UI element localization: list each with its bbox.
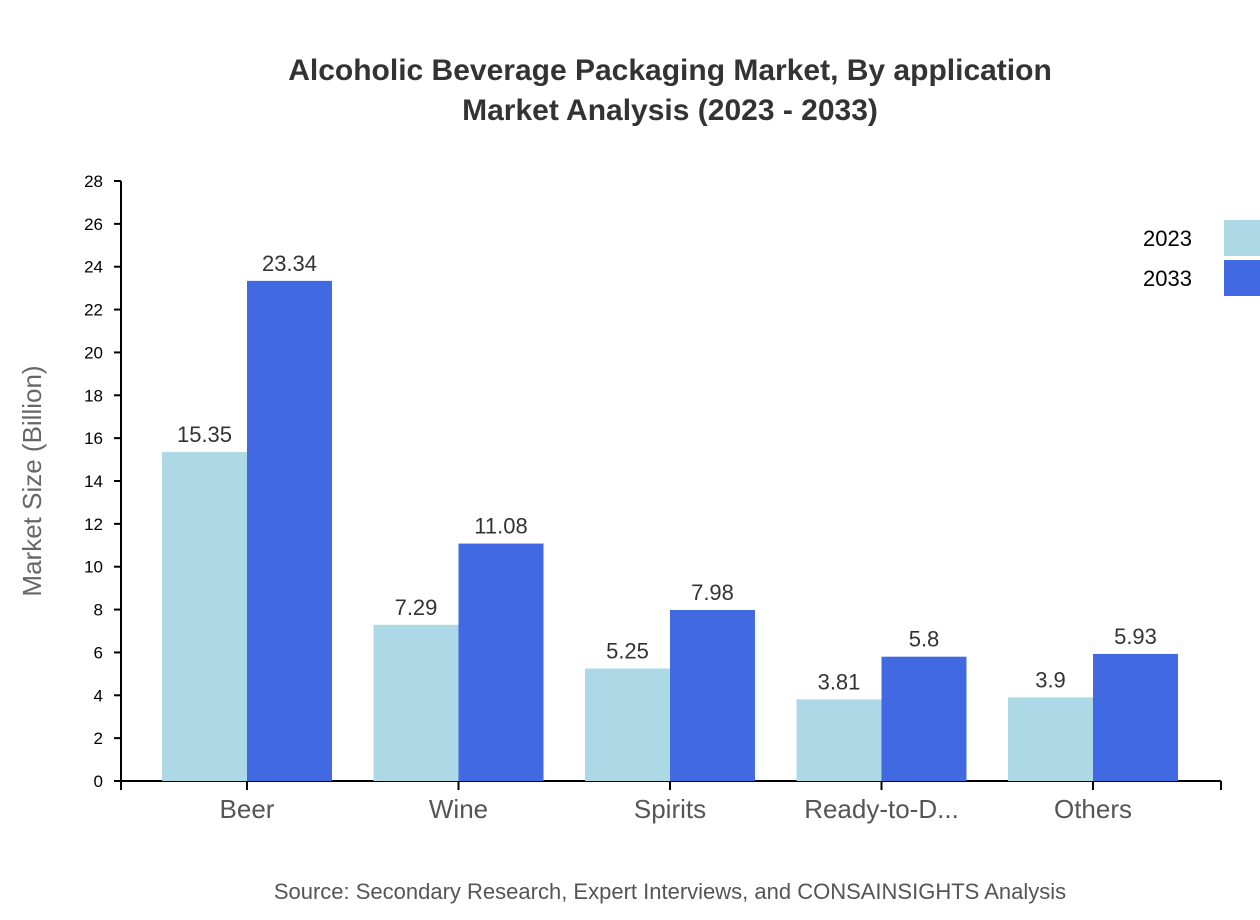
legend: 2023 2033 — [1143, 220, 1260, 296]
bar-2033 — [881, 656, 967, 781]
x-tick-label: Spirits — [634, 794, 706, 824]
data-label: 7.29 — [395, 595, 438, 620]
y-tick-label: 8 — [94, 601, 103, 620]
data-label: 3.81 — [818, 669, 861, 694]
data-label: 5.8 — [909, 627, 940, 652]
x-tick-label: Beer — [220, 794, 275, 824]
x-tick-label: Wine — [429, 794, 488, 824]
bar-2033 — [1093, 653, 1178, 781]
legend-label: 2033 — [1143, 266, 1192, 291]
bar-2023 — [1008, 697, 1093, 781]
y-tick-label: 2 — [94, 729, 103, 748]
x-tick-label: Others — [1054, 794, 1132, 824]
y-tick-label: 14 — [84, 472, 103, 491]
chart-title-line-1: Alcoholic Beverage Packaging Market, By … — [288, 54, 1052, 87]
data-label: 5.93 — [1114, 624, 1157, 649]
data-label: 15.35 — [177, 422, 232, 447]
y-tick-label: 22 — [84, 301, 103, 320]
bar-2033 — [670, 610, 755, 781]
bar-2023 — [162, 452, 247, 781]
y-tick-label: 24 — [84, 258, 103, 277]
bar-2023 — [585, 668, 670, 781]
bar-2033 — [247, 280, 332, 781]
legend-label: 2023 — [1143, 226, 1192, 251]
bar-2023 — [796, 699, 882, 781]
data-label: 11.08 — [474, 514, 527, 539]
x-tick-label: Ready-to-D... — [804, 794, 959, 824]
data-label: 7.98 — [691, 580, 734, 605]
y-tick-label: 0 — [94, 772, 103, 791]
x-axis: Beer Wine Spirits Ready-to-D... Others — [120, 780, 1222, 824]
bar-2033 — [458, 543, 544, 781]
y-tick-label: 4 — [94, 686, 103, 705]
data-label: 23.34 — [262, 251, 317, 276]
y-tick-label: 28 — [84, 172, 103, 191]
y-tick-label: 12 — [84, 515, 103, 534]
legend-swatch — [1224, 260, 1260, 296]
data-label: 5.25 — [606, 639, 649, 664]
y-tick-label: 6 — [94, 643, 103, 662]
y-axis-label: Market Size (Billion) — [17, 365, 47, 596]
legend-swatch — [1224, 220, 1260, 256]
bar-2023 — [373, 624, 459, 781]
y-tick-label: 18 — [84, 386, 103, 405]
data-label: 3.9 — [1035, 667, 1066, 692]
source-note: Source: Secondary Research, Expert Inter… — [274, 879, 1066, 904]
bars: 15.35 23.34 7.29 11.08 5.25 7.98 3.81 5.8 3.9 5.9… — [162, 251, 1178, 781]
y-tick-label: 10 — [84, 558, 103, 577]
y-tick-label: 26 — [84, 215, 103, 234]
chart-title-line-2: Market Analysis (2023 - 2033) — [462, 94, 878, 127]
y-tick-label: 20 — [84, 343, 103, 362]
y-tick-label: 16 — [84, 429, 103, 448]
